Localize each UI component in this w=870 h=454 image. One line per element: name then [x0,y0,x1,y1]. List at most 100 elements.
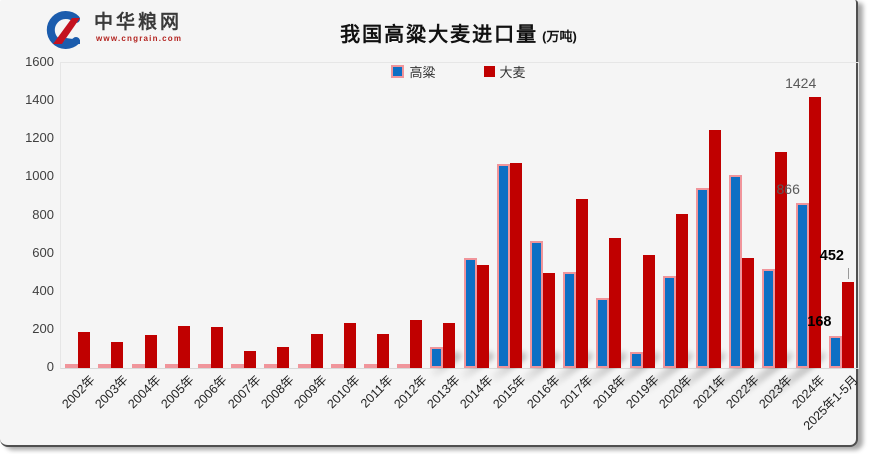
barley-bar [642,254,655,368]
barley-bar [808,96,821,368]
sorghum-bar [828,335,842,368]
legend-label-barley: 大麦 [499,65,526,80]
sorghum-bar [264,364,278,368]
barley-bar [410,319,423,368]
label-leader-line [847,267,849,279]
barley-bar [675,213,688,368]
x-axis-labels: 2002年 2003年 2004年 2005年 2006年 2007年 2008年 2009年… [59,370,861,450]
y-tick-label: 0 [46,359,54,374]
data-label-168: 168 [807,313,832,330]
barley-bar [576,199,589,368]
x-tick-label: 2012年 [391,372,430,412]
barley-bar [210,327,223,368]
y-tick-label: 800 [32,206,54,222]
sorghum-bar [397,364,411,368]
y-tick-label: 1400 [25,92,54,108]
barley-bar [78,331,91,368]
x-tick-label: 2002年 [58,372,98,412]
x-tick-label: 2015年 [490,372,530,412]
x-tick-label: 2016年 [523,372,563,412]
sorghum-bar [563,271,577,368]
barley-bar [841,281,854,368]
x-tick-label: 2011年 [358,372,397,411]
logo-icon [46,11,80,49]
barley-bar [509,163,522,368]
barley-bar [343,322,356,368]
x-tick-label: 2019年 [623,372,662,412]
legend-item-barley: 大麦 [483,62,526,81]
barley-bar [476,264,489,368]
barley-bar [144,335,157,368]
x-tick-label: 2007年 [224,372,264,412]
y-tick-label: 1000 [25,168,54,184]
logo-url: www.cngrain.com [96,34,183,43]
x-tick-label: 2022年 [723,372,762,412]
barley-bar [709,130,722,368]
barley-bar [609,238,622,368]
barley-swatch-icon [483,66,495,77]
y-axis: 0 200 400 600 800 1000 1200 1400 1600 [0,54,54,374]
data-label-1424: 1424 [785,74,817,91]
y-tick-label: 200 [32,320,54,336]
sorghum-bar [197,364,211,368]
barley-bar [543,272,556,368]
sorghum-bar [596,298,610,368]
x-tick-label: 2005年 [158,372,197,412]
sorghum-bar [363,364,377,368]
barley-bar [443,323,456,368]
sorghum-bar [795,202,809,368]
barley-bar [310,334,323,368]
chart-title: 我国高粱大麦进口量 (万吨) [60,18,857,47]
barley-bar [111,342,124,368]
chart-title-unit: (万吨) [542,29,577,44]
sorghum-bar [98,364,112,368]
sorghum-bar [164,364,178,368]
x-tick-label: 2018年 [590,372,629,412]
sorghum-bar [297,364,311,368]
x-tick-label: 2017年 [557,372,596,412]
sorghum-bar [65,364,79,368]
x-tick-label: 2014年 [457,372,496,412]
sorghum-bar [330,364,344,368]
sorghum-bar [496,164,510,368]
legend-item-sorghum: 高粱 [391,62,436,81]
logo: 中华粮网 www.cngrain.com [38,10,182,50]
barley-bar [376,334,389,368]
data-label-866: 866 [776,180,800,197]
x-tick-label: 2004年 [125,372,164,412]
plot-area: 866 1424 168 452 [60,62,859,408]
logo-title: 中华粮网 [94,12,183,33]
barley-bar [244,350,257,368]
sorghum-bar [231,364,245,368]
sorghum-bar [629,352,643,368]
x-tick-label: 2010年 [324,372,363,412]
x-tick-label: 2003年 [92,372,131,412]
sorghum-bar [131,364,145,368]
barley-bar [177,326,190,368]
x-tick-label: 2008年 [258,372,297,412]
y-tick-label: 600 [32,244,54,260]
sorghum-bar [430,347,444,368]
barley-bar [277,347,290,368]
barley-bar [775,152,788,368]
x-tick-label: 2023年 [756,372,795,412]
x-tick-label: 2020年 [656,372,696,412]
sorghum-bar [530,241,544,368]
x-tick-label: 2013年 [424,372,463,412]
legend-label-sorghum: 高粱 [409,65,436,80]
y-tick-label: 1200 [25,130,54,146]
sorghum-bar [662,276,676,368]
chart-title-text: 我国高粱大麦进口量 [340,24,539,46]
sorghum-bar [729,174,743,368]
sorghum-bar [762,268,776,368]
x-tick-label: 2009年 [291,372,330,412]
y-tick-label: 1600 [25,54,54,69]
sorghum-bar [463,257,477,368]
barley-bar [742,258,755,368]
x-tick-label: 2021年 [689,372,729,412]
sorghum-bar [696,188,710,368]
legend: 高粱 大麦 [60,62,857,81]
sorghum-swatch-icon [391,65,405,78]
x-tick-label: 2006年 [191,372,231,412]
